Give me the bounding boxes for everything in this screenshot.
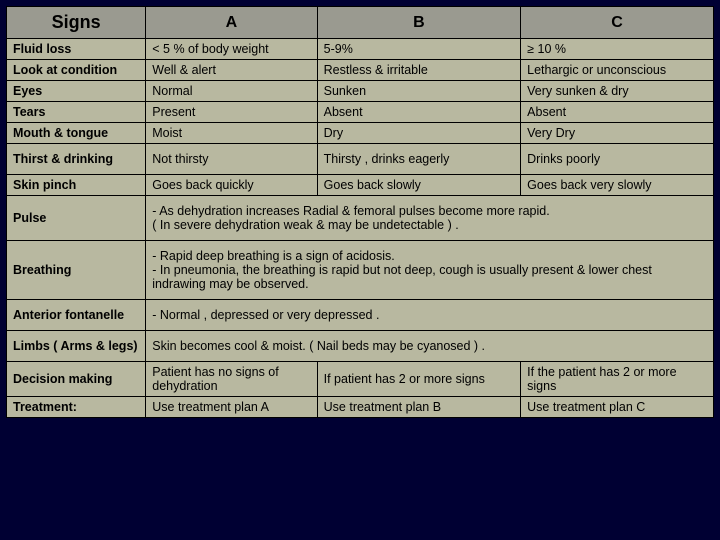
row-fontanelle: Anterior fontanelle - Normal , depressed… — [7, 300, 714, 331]
header-c: C — [521, 7, 714, 39]
sign-label: Skin pinch — [7, 175, 146, 196]
row-pulse: Pulse - As dehydration increases Radial … — [7, 196, 714, 241]
cell-b: Use treatment plan B — [317, 397, 521, 418]
row-fluid-loss: Fluid loss < 5 % of body weight 5-9% ≥ 1… — [7, 39, 714, 60]
sign-label: Fluid loss — [7, 39, 146, 60]
cell-a: Patient has no signs of dehydration — [146, 362, 317, 397]
row-skin: Skin pinch Goes back quickly Goes back s… — [7, 175, 714, 196]
sign-label: Mouth & tongue — [7, 123, 146, 144]
header-b: B — [317, 7, 521, 39]
cell-a: Moist — [146, 123, 317, 144]
row-limbs: Limbs ( Arms & legs) Skin becomes cool &… — [7, 331, 714, 362]
cell-c: Drinks poorly — [521, 144, 714, 175]
dehydration-signs-table: Signs A B C Fluid loss < 5 % of body wei… — [6, 6, 714, 418]
cell-b: If patient has 2 or more signs — [317, 362, 521, 397]
cell-c: Absent — [521, 102, 714, 123]
row-eyes: Eyes Normal Sunken Very sunken & dry — [7, 81, 714, 102]
header-signs: Signs — [7, 7, 146, 39]
cell-merged: - Rapid deep breathing is a sign of acid… — [146, 241, 714, 300]
sign-label: Anterior fontanelle — [7, 300, 146, 331]
cell-b: Sunken — [317, 81, 521, 102]
cell-b: Restless & irritable — [317, 60, 521, 81]
cell-b: Thirsty , drinks eagerly — [317, 144, 521, 175]
cell-b: Goes back slowly — [317, 175, 521, 196]
row-breathing: Breathing - Rapid deep breathing is a si… — [7, 241, 714, 300]
sign-label: Eyes — [7, 81, 146, 102]
cell-merged: - Normal , depressed or very depressed . — [146, 300, 714, 331]
cell-merged: - As dehydration increases Radial & femo… — [146, 196, 714, 241]
cell-a: Not thirsty — [146, 144, 317, 175]
row-tears: Tears Present Absent Absent — [7, 102, 714, 123]
sign-label: Thirst & drinking — [7, 144, 146, 175]
cell-a: < 5 % of body weight — [146, 39, 317, 60]
row-look: Look at condition Well & alert Restless … — [7, 60, 714, 81]
cell-c: Lethargic or unconscious — [521, 60, 714, 81]
row-treatment: Treatment: Use treatment plan A Use trea… — [7, 397, 714, 418]
sign-label: Decision making — [7, 362, 146, 397]
cell-a: Goes back quickly — [146, 175, 317, 196]
cell-c: Goes back very slowly — [521, 175, 714, 196]
cell-a: Use treatment plan A — [146, 397, 317, 418]
cell-merged: Skin becomes cool & moist. ( Nail beds m… — [146, 331, 714, 362]
cell-c: If the patient has 2 or more signs — [521, 362, 714, 397]
cell-c: Use treatment plan C — [521, 397, 714, 418]
cell-c: Very sunken & dry — [521, 81, 714, 102]
row-mouth: Mouth & tongue Moist Dry Very Dry — [7, 123, 714, 144]
cell-b: Dry — [317, 123, 521, 144]
sign-label: Breathing — [7, 241, 146, 300]
sign-label: Treatment: — [7, 397, 146, 418]
cell-c: ≥ 10 % — [521, 39, 714, 60]
cell-b: Absent — [317, 102, 521, 123]
row-thirst: Thirst & drinking Not thirsty Thirsty , … — [7, 144, 714, 175]
sign-label: Pulse — [7, 196, 146, 241]
sign-label: Look at condition — [7, 60, 146, 81]
cell-c: Very Dry — [521, 123, 714, 144]
header-a: A — [146, 7, 317, 39]
sign-label: Limbs ( Arms & legs) — [7, 331, 146, 362]
cell-a: Well & alert — [146, 60, 317, 81]
cell-a: Normal — [146, 81, 317, 102]
cell-b: 5-9% — [317, 39, 521, 60]
cell-a: Present — [146, 102, 317, 123]
row-decision: Decision making Patient has no signs of … — [7, 362, 714, 397]
sign-label: Tears — [7, 102, 146, 123]
header-row: Signs A B C — [7, 7, 714, 39]
